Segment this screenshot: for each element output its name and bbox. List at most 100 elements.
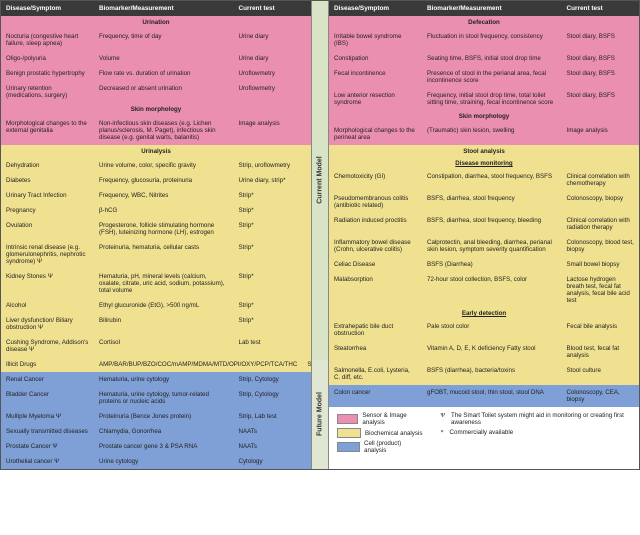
col-test: Current test (562, 1, 640, 16)
cell-disease: Radiation induced proctitis (329, 213, 422, 228)
cell-biomarker: Proteinuria (Bence Jones protein) (94, 409, 234, 424)
cell-test: Urine diary (234, 51, 312, 66)
cell-biomarker: Bilirubin (94, 313, 234, 328)
cell-test: Clinical correlation with chemotherapy (562, 169, 640, 191)
table-row: Fecal incontinencePresence of stool in t… (329, 66, 639, 88)
cell-biomarker: Flow rate vs. duration of urination (94, 66, 234, 81)
cell-test: Strip, Cytology (234, 387, 312, 402)
cell-disease: Colon cancer (329, 385, 422, 400)
section-defecation: Defecation (329, 16, 639, 29)
cell-disease: Bladder Cancer (1, 387, 94, 402)
col-biomarker: Biomarker/Measurement (94, 1, 234, 16)
table-row: Extrahepatic bile duct obstructionPale s… (329, 319, 639, 341)
cell-test: Strip* (234, 240, 312, 255)
cell-test: Stool diary, BSFS (562, 29, 640, 44)
legend: Sensor & Image analysis Biochemical analy… (329, 407, 639, 459)
legend-swatches: Sensor & Image analysis Biochemical analy… (337, 412, 422, 454)
cell-disease: Intrinsic renal disease (e.g. glomerulon… (1, 240, 94, 269)
table-row: Low anterior resection syndromeFrequency… (329, 88, 639, 110)
cell-biomarker: Progesterone, follicle stimulating hormo… (94, 218, 234, 240)
table-row: Morphological changes to the perineal ar… (329, 123, 639, 145)
legend-notes: Ψ The Smart Toilet system might aid in mo… (440, 412, 631, 436)
cell-test: Colonoscopy, blood test, biopsy (562, 235, 640, 257)
cell-disease: Oligo-/polyuria (1, 51, 94, 66)
cell-biomarker: Hematuria, pH, mineral levels (calcium, … (94, 269, 234, 298)
cell-test: Urine diary, strip* (234, 173, 312, 188)
section-skin-right: Skin morphology (329, 110, 639, 123)
legend-swatch: Biochemical analysis (337, 428, 422, 438)
table-row: DehydrationUrine volume, color, specific… (1, 158, 311, 173)
cell-biomarker: Urine volume, color, specific gravity (94, 158, 234, 173)
table-row: Pregnancyβ-hCGStrip* (1, 203, 311, 218)
cell-disease: Kidney Stones Ψ (1, 269, 94, 284)
section-skin-left: Skin morphology (1, 103, 311, 116)
cell-biomarker: Fluctuation in stool frequency, consiste… (422, 29, 562, 44)
legend-note: Ψ The Smart Toilet system might aid in mo… (440, 412, 631, 426)
cell-biomarker: Frequency, WBC, Nitrites (94, 188, 234, 203)
cell-test: Image analysis (234, 116, 312, 131)
cell-test: Strip* (234, 203, 312, 218)
legend-swatch: Sensor & Image analysis (337, 412, 422, 426)
cell-biomarker: Seating time, BSFS, initial stool drop t… (422, 51, 562, 66)
cell-biomarker: (Traumatic) skin lesion, swelling (422, 123, 562, 138)
table-row: Nocturia (congestive heart failure, slee… (1, 29, 311, 51)
cell-test: Strip, Lab test (234, 409, 312, 424)
cell-disease: Nocturia (congestive heart failure, slee… (1, 29, 94, 51)
swatch-chip (337, 428, 361, 438)
cell-test: Lab test (234, 335, 312, 350)
cell-disease: Fecal incontinence (329, 66, 422, 81)
cell-test: Cytology (234, 454, 312, 469)
table-row: Morphological changes to the external ge… (1, 116, 311, 145)
table-row: Sexually transmitted diseasesChlamydia, … (1, 424, 311, 439)
cell-disease: Steatorrhea (329, 341, 422, 356)
cell-test: Uroflowmetry (234, 66, 312, 81)
cell-biomarker: Prostate cancer gene 3 & PSA RNA (94, 439, 234, 454)
cell-biomarker: BSFS (Diarrhea) (422, 257, 562, 272)
cell-disease: Morphological changes to the perineal ar… (329, 123, 422, 145)
cell-test: Stool culture (562, 363, 640, 378)
cell-disease: Urinary Tract Infection (1, 188, 94, 203)
cell-disease: Salmonella, E.coli, Lysteria, C. diff, e… (329, 363, 422, 385)
section-urination: Urination (1, 16, 311, 29)
cell-disease: Chemotoxicity (GI) (329, 169, 422, 184)
table-row: Oligo-/polyuriaVolumeUrine diary (1, 51, 311, 66)
cell-biomarker: BSFS, diarrhea, stool frequency, bleedin… (422, 213, 562, 228)
cell-test: Urine diary (234, 29, 312, 44)
cell-biomarker: Frequency, time of day (94, 29, 234, 44)
cell-test: Strip* (234, 218, 312, 233)
cell-test: Stool diary, BSFS (562, 66, 640, 81)
table-row: Multiple Myeloma ΨProteinuria (Bence Jon… (1, 409, 311, 424)
cell-biomarker: 72-hour stool collection, BSFS, color (422, 272, 562, 287)
cell-biomarker: BSFS, diarrhea, stool frequency (422, 191, 562, 206)
table-row: Colon cancergFOBT, mucoid stool, thin st… (329, 385, 639, 407)
cell-disease: Liver dysfunction/ Biliary obstruction Ψ (1, 313, 94, 335)
table-row: ConstipationSeating time, BSFS, initial … (329, 51, 639, 66)
cell-disease: Malabsorption (329, 272, 422, 287)
section-stool: Stool analysis (329, 145, 639, 158)
note-text: The Smart Toilet system might aid in mon… (451, 412, 631, 426)
cell-biomarker: Ethyl glucuronide (EtG), >500 ng/mL (94, 298, 234, 313)
note-symbol: Ψ (440, 412, 445, 426)
swatch-label: Biochemical analysis (365, 430, 422, 437)
table-row: Cushing Syndrome, Addison's disease ΨCor… (1, 335, 311, 357)
cell-biomarker: Volume (94, 51, 234, 66)
cell-biomarker: Proteinuria, hematuria, cellular casts (94, 240, 234, 255)
cell-test: Image analysis (562, 123, 640, 138)
legend-swatch: Cell (product) analysis (337, 440, 422, 454)
cell-biomarker: Hematuria, urine cytology (94, 372, 234, 387)
cell-test: Blood test, fecal fat analysis (562, 341, 640, 363)
section-urinalysis: Urinalysis (1, 145, 311, 158)
cell-biomarker: Frequency, initial stool drop time, tota… (422, 88, 562, 110)
cell-disease: Celiac Disease (329, 257, 422, 272)
cell-disease: Sexually transmitted diseases (1, 424, 94, 439)
cell-biomarker: Non-infectious skin diseases (e.g. Liche… (94, 116, 234, 145)
cell-biomarker: Calprotectin, anal bleeding, diarrhea, p… (422, 235, 562, 257)
table-row: Prostate Cancer ΨProstate cancer gene 3 … (1, 439, 311, 454)
cell-biomarker: Constipation, diarrhea, stool frequency,… (422, 169, 562, 184)
table-row: SteatorrheaVitamin A, D, E, K deficiency… (329, 341, 639, 363)
cell-test: Stool diary, BSFS (562, 88, 640, 103)
col-disease: Disease/Symptom (329, 1, 422, 16)
table-row: Malabsorption72-hour stool collection, B… (329, 272, 639, 308)
cell-disease: Multiple Myeloma Ψ (1, 409, 94, 424)
cell-test: Small bowel biopsy (562, 257, 640, 272)
